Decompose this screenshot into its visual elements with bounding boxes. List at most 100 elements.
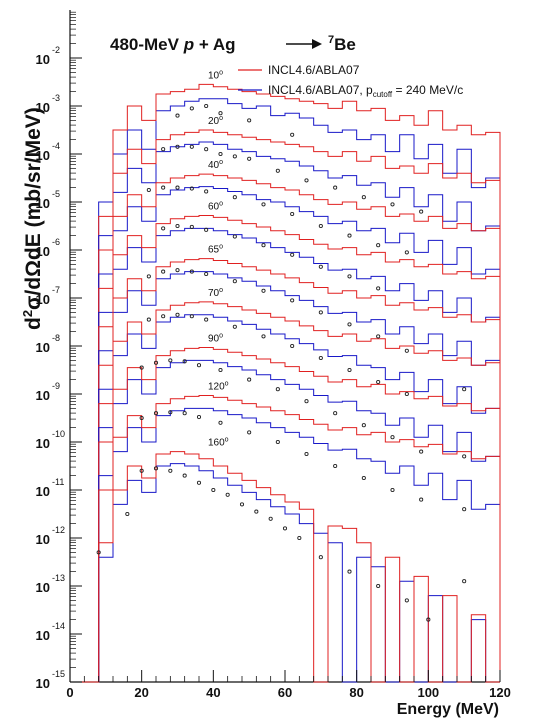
data-points-layer: [96, 103, 467, 622]
data-point-70: [189, 314, 194, 319]
axis-ticks-layer: 0 20 40 60 80 100 12010-210-310-410-510-610-71…: [36, 11, 511, 700]
x-tick-label: 80: [349, 685, 363, 700]
data-point-40: [261, 202, 266, 207]
data-point-160: [462, 579, 467, 584]
title-prefix: 480-MeV: [110, 35, 184, 54]
angle-label-120: 120o: [208, 380, 229, 392]
data-point-65: [347, 322, 352, 327]
data-point-160: [297, 535, 302, 541]
data-point-120: [361, 475, 366, 481]
histogram-blue-20: [70, 141, 501, 683]
data-point-20: [304, 178, 309, 183]
data-point-10: [175, 113, 180, 118]
data-point-70: [232, 324, 237, 329]
data-point-120: [182, 411, 187, 416]
legend-blue-sub: cutoff: [373, 90, 393, 99]
angle-label-40: 40o: [208, 159, 223, 171]
data-point-70: [376, 379, 381, 385]
title-product-mass: 7: [328, 34, 334, 46]
histogram-red-70: [70, 301, 501, 683]
data-point-40: [232, 195, 237, 200]
histogram-layer: [70, 83, 501, 683]
data-point-120: [419, 497, 424, 502]
y-tick-label: 10: [36, 196, 50, 211]
histogram-blue-160: [70, 463, 500, 683]
y-tick-label: 10: [36, 676, 50, 691]
y-tick-exponent: -3: [52, 93, 60, 103]
data-point-90: [361, 423, 366, 428]
data-point-90: [196, 363, 202, 368]
data-point-120: [247, 430, 252, 435]
y-tick-label: 10: [36, 580, 50, 595]
data-point-120: [218, 420, 223, 425]
data-point-65: [175, 268, 180, 273]
data-point-70: [318, 355, 323, 361]
degree-sign: o: [219, 332, 223, 339]
data-point-60: [347, 274, 352, 279]
y-tick-label: 10: [36, 52, 50, 67]
data-point-90: [390, 435, 395, 440]
data-point-20: [247, 156, 252, 161]
histogram-blue-60: [70, 227, 501, 683]
histogram-red-60: [70, 214, 501, 683]
y-tick-exponent: -4: [52, 141, 60, 151]
data-point-160: [225, 492, 230, 497]
data-point-160: [182, 473, 187, 478]
data-point-90: [304, 399, 309, 404]
degree-sign: o: [219, 287, 223, 294]
data-point-10: [218, 111, 223, 116]
data-point-160: [125, 511, 130, 517]
data-point-65: [261, 288, 266, 293]
data-point-65: [204, 271, 209, 277]
histogram-blue-10: [70, 98, 501, 683]
data-point-90: [168, 358, 173, 363]
data-point-90: [247, 377, 252, 382]
data-point-40: [318, 223, 323, 229]
data-point-20: [204, 147, 209, 152]
data-point-90: [139, 365, 144, 370]
data-point-160: [426, 617, 431, 622]
x-tick-label: 120: [489, 685, 511, 700]
title-projectile: p: [183, 35, 194, 54]
data-point-40: [290, 211, 295, 217]
data-point-40: [204, 189, 209, 194]
degree-sign: o: [225, 380, 229, 387]
x-tick-label: 60: [278, 685, 292, 700]
data-point-65: [189, 269, 194, 274]
y-axis-title: d2σ/dΩdE (mb/sr/MeV): [20, 107, 45, 330]
data-point-65: [161, 269, 166, 274]
data-point-40: [347, 233, 352, 238]
histogram-blue-40: [70, 186, 501, 683]
y-tick-exponent: -8: [52, 333, 60, 343]
y-tick-label: 10: [36, 484, 50, 499]
data-point-60: [175, 223, 180, 229]
data-point-90: [419, 449, 424, 454]
data-point-90: [275, 387, 280, 392]
data-point-160: [168, 468, 173, 473]
x-tick-label: 0: [66, 685, 73, 700]
data-point-70: [347, 367, 352, 373]
y-tick-exponent: -15: [52, 669, 65, 679]
y-tick-exponent: -7: [52, 285, 60, 295]
histogram-red-20: [70, 129, 501, 683]
y-title-sup: 2: [20, 310, 35, 317]
data-point-60: [290, 252, 295, 257]
data-point-20: [361, 195, 366, 200]
data-point-40: [189, 186, 194, 191]
data-point-10: [247, 118, 252, 123]
data-point-160: [254, 509, 259, 514]
histogram-red-160: [70, 451, 500, 683]
data-point-120: [333, 463, 338, 469]
data-point-70: [462, 387, 467, 392]
y-title-d: d: [22, 317, 45, 330]
degree-sign: o: [225, 437, 229, 444]
data-point-40: [146, 187, 151, 193]
data-point-20: [161, 147, 166, 152]
data-point-40: [175, 185, 180, 190]
histogram-blue-90: [70, 359, 501, 683]
y-tick-exponent: -9: [52, 381, 60, 391]
data-point-160: [139, 468, 144, 473]
x-tick-label: 40: [206, 685, 220, 700]
histogram-blue-65: [70, 271, 501, 683]
